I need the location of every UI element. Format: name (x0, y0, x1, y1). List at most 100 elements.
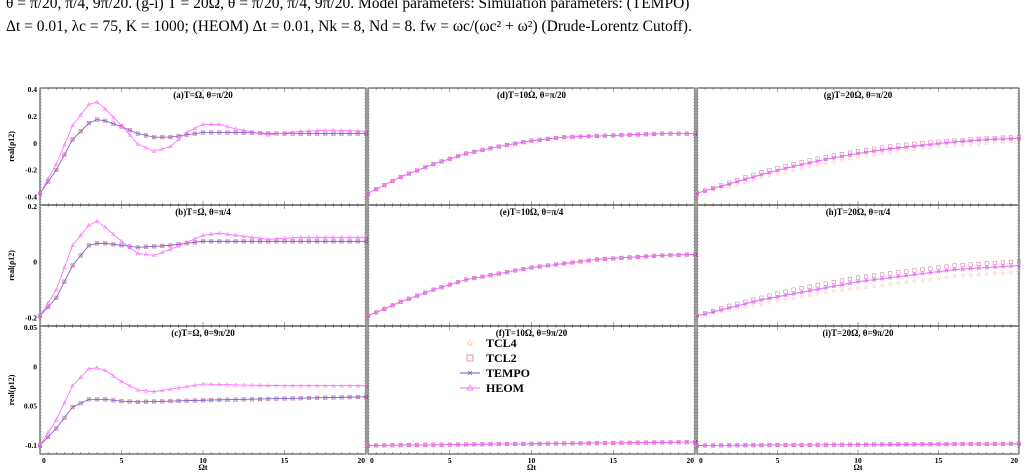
legend-label-heom: HEOM (486, 381, 524, 395)
marker-tcl4: ☆ (168, 398, 173, 405)
marker-tcl4: ☆ (257, 239, 262, 246)
marker-heom (200, 232, 206, 237)
marker-tcl2 (759, 170, 764, 175)
marker-heom (992, 441, 998, 446)
marker-heom (119, 122, 124, 128)
marker-tcl4: ☆ (879, 442, 884, 449)
marker-tcl4: ☆ (863, 153, 868, 160)
marker-tcl4: ☆ (314, 131, 319, 138)
marker-tcl4: ☆ (488, 145, 493, 152)
marker-tcl4: ☆ (439, 159, 444, 166)
marker-tcl4: ☆ (390, 442, 395, 449)
marker-heom (306, 383, 312, 388)
marker-tcl4: ☆ (594, 257, 599, 264)
marker-tcl4: ☆ (1000, 270, 1005, 277)
x-tick-label: 5 (448, 456, 452, 465)
marker-heom (879, 276, 885, 281)
marker-heom (553, 135, 559, 140)
marker-tempo (695, 314, 699, 318)
marker-tcl2 (799, 160, 804, 165)
marker-heom (265, 132, 271, 137)
marker-heom (496, 441, 502, 446)
marker-heom (86, 366, 92, 371)
marker-tcl4: ☆ (488, 272, 493, 279)
marker-tcl4: ☆ (298, 131, 303, 138)
marker-tempo (331, 395, 336, 400)
marker-tcl2 (767, 293, 772, 298)
marker-tcl4: ☆ (529, 265, 534, 272)
marker-tcl4: ☆ (879, 151, 884, 158)
marker-heom (602, 133, 608, 138)
marker-tempo (209, 130, 213, 135)
panel-frame-c (39, 325, 367, 455)
marker-heom (912, 143, 917, 148)
marker-tempo (348, 239, 352, 243)
marker-tcl4: ☆ (480, 441, 485, 448)
marker-tcl2 (984, 261, 989, 266)
marker-tcl2 (791, 287, 796, 292)
marker-tcl4: ☆ (751, 303, 756, 310)
marker-tcl4: ☆ (627, 132, 632, 139)
marker-tcl4: ☆ (463, 277, 468, 284)
marker-heom (363, 234, 369, 239)
marker-tcl4: ☆ (455, 279, 460, 286)
marker-tcl4: ☆ (249, 130, 254, 137)
marker-heom (233, 232, 238, 237)
marker-tcl2 (70, 263, 75, 268)
marker-heom (423, 290, 428, 295)
marker-tempo (250, 397, 254, 401)
marker-tcl4: ☆ (735, 442, 740, 449)
marker-tempo (62, 153, 67, 157)
marker-tcl4: ☆ (694, 313, 699, 320)
marker-heom (871, 148, 877, 153)
marker-tcl4: ☆ (504, 441, 509, 448)
marker-tempo (127, 128, 132, 132)
marker-heom (447, 156, 452, 161)
marker-heom (94, 218, 100, 223)
marker-heom (406, 171, 412, 176)
marker-heom (208, 381, 214, 386)
marker-heom (488, 441, 493, 446)
marker-tcl2 (855, 275, 861, 280)
y-axis-label: real(ρ12) (7, 250, 16, 281)
marker-tempo (209, 239, 213, 243)
marker-heom (702, 188, 708, 193)
x-tick-label: 0 (370, 456, 374, 465)
marker-heom (651, 131, 657, 136)
marker-tcl4: ☆ (496, 144, 501, 151)
marker-tempo (62, 416, 67, 420)
marker-tcl4: ☆ (355, 394, 360, 401)
marker-heom (823, 285, 829, 290)
marker-heom (896, 145, 901, 150)
marker-tcl4: ☆ (537, 264, 542, 271)
marker-tcl4: ☆ (775, 298, 780, 305)
x-tick-label: 10 (199, 456, 207, 465)
marker-tcl4: ☆ (767, 442, 772, 449)
marker-heom (135, 387, 141, 392)
marker-tcl4: ☆ (45, 179, 50, 186)
marker-tcl4: ☆ (127, 399, 132, 406)
marker-tempo (282, 239, 287, 243)
marker-heom (952, 266, 957, 272)
marker-tcl4: ☆ (355, 239, 360, 246)
marker-tcl4: ☆ (306, 395, 311, 402)
marker-tcl4: ☆ (602, 440, 607, 447)
marker-tcl4: ☆ (78, 128, 83, 135)
marker-heom (306, 128, 312, 133)
marker-tcl2 (960, 262, 965, 268)
marker-heom (225, 382, 230, 387)
marker-tempo (225, 239, 230, 243)
marker-tcl4: ☆ (94, 397, 99, 404)
marker-heom (472, 149, 477, 154)
marker-heom (904, 144, 909, 149)
marker-tcl4: ☆ (602, 256, 607, 263)
marker-tempo (144, 245, 148, 249)
x-tick-label: 0 (699, 456, 703, 465)
marker-heom (168, 143, 173, 149)
marker-tcl2 (70, 405, 75, 410)
marker-tcl4: ☆ (984, 441, 989, 448)
marker-heom (751, 299, 756, 304)
marker-tempo (70, 405, 75, 409)
marker-tcl4: ☆ (545, 136, 550, 143)
marker-heom (62, 264, 67, 270)
